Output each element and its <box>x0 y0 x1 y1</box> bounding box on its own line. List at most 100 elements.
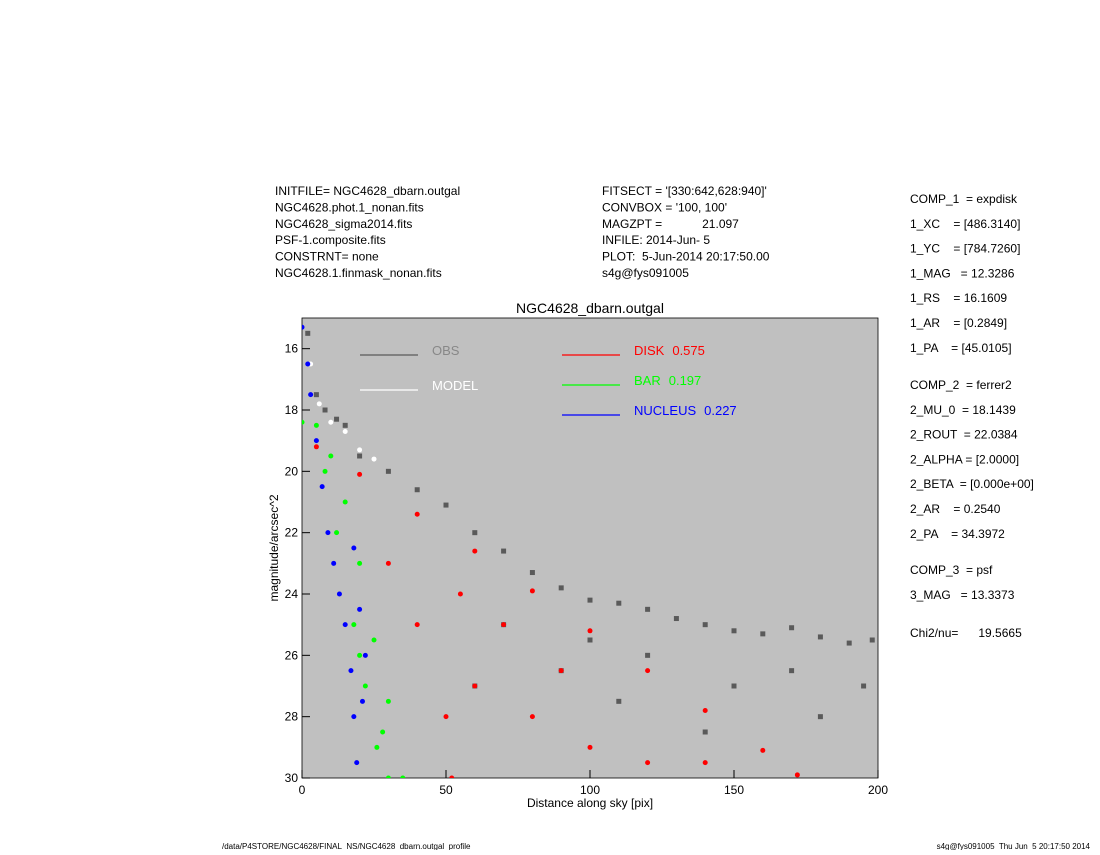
x-tick-label: 200 <box>868 783 888 797</box>
parameter-line: 2_MU_0 = 18.1439 <box>910 403 1016 417</box>
y-tick-label: 22 <box>285 526 299 540</box>
obs-point <box>817 714 823 720</box>
parameter-line: COMP_2 = ferrer2 <box>910 378 1012 392</box>
y-tick-label: 16 <box>285 342 299 356</box>
parameter-line: 1_YC = [784.7260] <box>910 242 1020 256</box>
model-point <box>342 622 348 628</box>
parameter-line: 2_ROUT = 22.0384 <box>910 428 1018 442</box>
parameter-line: 2_PA = 34.3972 <box>910 527 1005 541</box>
model-point <box>316 401 322 407</box>
model-point <box>362 683 368 689</box>
header-line: INITFILE= NGC4628_dbarn.outgal <box>275 184 460 198</box>
model-point <box>443 714 449 720</box>
model-point <box>308 392 314 398</box>
header-line: MAGZPT = 21.097 <box>602 217 739 231</box>
model-point <box>414 511 420 517</box>
parameter-line: 1_AR = [0.2849] <box>910 316 1007 330</box>
obs-point <box>673 616 679 622</box>
obs-point <box>645 652 651 658</box>
model-point <box>558 668 564 674</box>
header-line: FITSECT = '[330:642,628:940]' <box>602 184 767 198</box>
model-point <box>472 548 478 554</box>
model-point <box>357 471 363 477</box>
legend-label: BAR 0.197 <box>634 373 701 388</box>
obs-point <box>645 606 651 612</box>
legend-name: MODEL <box>432 378 478 393</box>
header-line: CONVBOX = '100, 100' <box>602 200 727 214</box>
y-tick-label: 24 <box>285 587 299 601</box>
model-point <box>313 444 319 450</box>
header-line: s4g@fys091005 <box>602 266 689 280</box>
model-point <box>319 484 325 490</box>
model-point <box>414 622 420 628</box>
obs-point <box>760 631 766 637</box>
parameter-line: 2_AR = 0.2540 <box>910 502 1001 516</box>
model-point <box>645 760 651 766</box>
obs-point <box>587 597 593 603</box>
plot-area <box>301 317 879 779</box>
obs-point <box>817 634 823 640</box>
obs-point <box>342 422 348 428</box>
model-point <box>380 729 386 735</box>
legend-name: NUCLEUS <box>634 403 696 418</box>
parameter-line: 1_MAG = 12.3286 <box>910 266 1015 280</box>
model-point <box>645 668 651 674</box>
header-line: INFILE: 2014-Jun- 5 <box>602 233 710 247</box>
obs-point <box>789 625 795 631</box>
obs-point <box>305 330 311 336</box>
model-point <box>587 628 593 634</box>
obs-point <box>702 729 708 735</box>
obs-point <box>472 530 478 536</box>
header-line: PLOT: 5-Jun-2014 20:17:50.00 <box>602 250 770 264</box>
legend-label: DISK 0.575 <box>634 343 705 358</box>
legend-label: NUCLEUS 0.227 <box>634 403 737 418</box>
x-tick-label: 150 <box>724 783 744 797</box>
model-point <box>385 560 391 566</box>
model-point <box>362 652 368 658</box>
y-tick-label: 20 <box>285 464 299 478</box>
model-point <box>305 361 311 367</box>
obs-point <box>587 637 593 643</box>
model-point <box>357 652 363 658</box>
chart-title: NGC4628_dbarn.outgal <box>516 300 664 316</box>
obs-point <box>616 698 622 704</box>
parameter-line: 2_ALPHA = [2.0000] <box>910 452 1019 466</box>
model-point <box>331 560 337 566</box>
y-tick-label: 28 <box>285 710 299 724</box>
model-point <box>313 422 319 428</box>
obs-point <box>861 683 867 689</box>
header-line: NGC4628.phot.1_nonan.fits <box>275 200 424 214</box>
model-point <box>351 622 357 628</box>
x-tick-label: 0 <box>299 783 306 797</box>
model-point <box>302 324 305 330</box>
model-point <box>313 438 319 444</box>
model-point <box>472 683 478 689</box>
model-point <box>371 637 377 643</box>
obs-point <box>443 502 449 508</box>
model-point <box>449 775 455 778</box>
model-point <box>385 698 391 704</box>
parameter-line: Chi2/nu= 19.5665 <box>910 626 1022 640</box>
model-point <box>702 760 708 766</box>
header-line: NGC4628_sigma2014.fits <box>275 217 412 231</box>
header-line: CONSTRNT= none <box>275 250 379 264</box>
model-point <box>371 456 377 462</box>
obs-point <box>529 570 535 576</box>
legend-fraction: 0.197 <box>669 373 702 388</box>
obs-point <box>731 628 737 634</box>
model-point <box>794 772 800 778</box>
model-point <box>385 775 391 778</box>
model-point <box>328 419 334 425</box>
parameter-line: 2_BETA = [0.000e+00] <box>910 477 1034 491</box>
legend-fraction: 0.575 <box>672 343 705 358</box>
model-point <box>702 708 708 714</box>
x-axis-label: Distance along sky [pix] <box>527 796 653 810</box>
model-point <box>587 744 593 750</box>
y-axis-label: magnitude/arcsec^2 <box>267 494 281 601</box>
parameter-line: 1_RS = 16.1609 <box>910 291 1007 305</box>
model-point <box>342 499 348 505</box>
legend-name: BAR <box>634 373 661 388</box>
model-point <box>357 560 363 566</box>
legend-label: OBS <box>432 343 460 358</box>
model-point <box>400 775 406 778</box>
